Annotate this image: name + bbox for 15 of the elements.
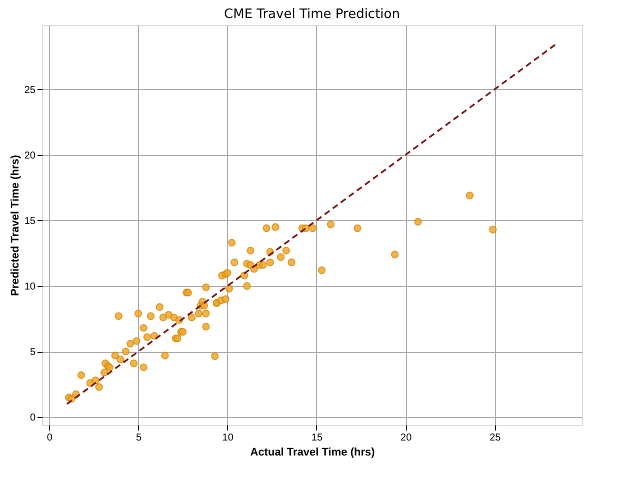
x-tick-label: 20: [400, 432, 412, 444]
y-tick-label: 15: [24, 216, 36, 227]
chart-title: CME Travel Time Prediction: [224, 7, 400, 22]
x-axis-title: Actual Travel Time (hrs): [250, 446, 376, 458]
y-tick-label: 5: [30, 347, 36, 358]
y-axis-title: Predicted Travel Time (hrs): [9, 154, 22, 296]
y-tick-label: 25: [24, 84, 36, 96]
x-tick-label: 25: [490, 432, 502, 444]
x-tick-label: 15: [311, 432, 323, 444]
x-tick-label: 5: [136, 432, 142, 444]
y-tick-label: 10: [24, 281, 36, 292]
y-tick-label: 20: [24, 150, 36, 162]
x-tick-label: 10: [222, 432, 234, 444]
x-tick-label: 0: [46, 432, 53, 444]
y-tick-label: 0: [30, 412, 36, 424]
